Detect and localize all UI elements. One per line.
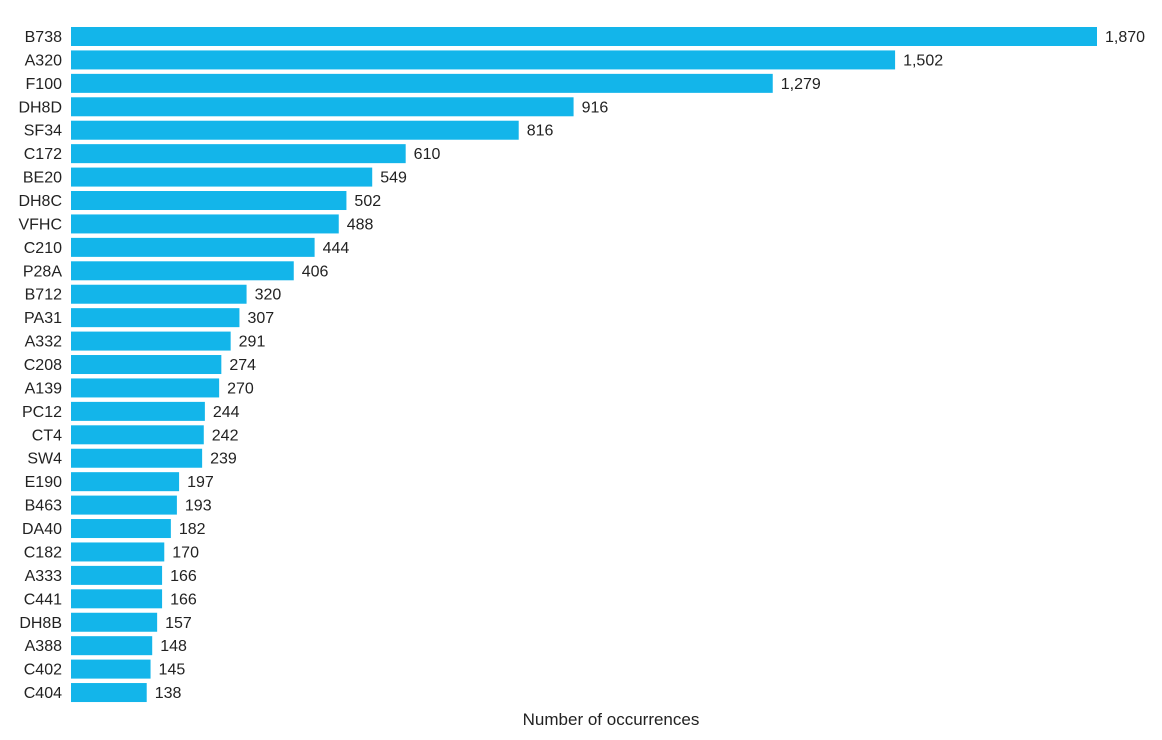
value-label: 320 <box>255 287 282 304</box>
bar-c172 <box>71 144 406 164</box>
bar-a333 <box>71 565 163 585</box>
value-label: 148 <box>160 638 187 655</box>
bars-group: B738 1,870 A320 1,502 F100 1,279 DH8D 916 SF34 81… <box>18 27 1145 703</box>
category-label: A332 <box>25 334 62 351</box>
bar-f100 <box>71 73 773 93</box>
bar-b738 <box>71 27 1097 46</box>
bar-c404 <box>71 683 147 703</box>
category-label: C402 <box>24 662 62 679</box>
value-label: 444 <box>323 240 350 257</box>
value-label: 170 <box>172 544 199 561</box>
bar-da40 <box>71 519 171 539</box>
bar-b463 <box>71 495 177 515</box>
bar-c182 <box>71 542 165 562</box>
bar-a388 <box>71 636 153 656</box>
category-label: DH8B <box>19 615 62 632</box>
bar-be20 <box>71 167 373 187</box>
category-label: PC12 <box>22 404 62 421</box>
bar-c208 <box>71 355 222 375</box>
category-label: VFHC <box>18 216 62 233</box>
value-label: 291 <box>239 334 266 351</box>
bar-e190 <box>71 472 180 492</box>
category-label: C182 <box>24 544 62 561</box>
bar-ct4 <box>71 425 204 445</box>
bar-vfhc <box>71 214 339 234</box>
value-label: 193 <box>185 498 212 515</box>
category-label: PA31 <box>24 310 62 327</box>
category-label: C404 <box>24 685 62 702</box>
bar-a320 <box>71 50 896 70</box>
bar-b712 <box>71 284 247 304</box>
category-label: C210 <box>24 240 62 257</box>
value-label: 145 <box>159 662 186 679</box>
value-label: 549 <box>380 170 407 187</box>
category-label: A320 <box>25 52 62 69</box>
value-label: 244 <box>213 404 240 421</box>
value-label: 270 <box>227 380 254 397</box>
bar-dh8c <box>71 191 347 211</box>
value-label: 406 <box>302 263 329 280</box>
bar-a139 <box>71 378 220 398</box>
x-axis-title: Number of occurrences <box>523 710 700 729</box>
value-label: 166 <box>170 591 197 608</box>
category-label: E190 <box>25 474 62 491</box>
bar-pc12 <box>71 401 205 421</box>
bar-dh8d <box>71 97 574 117</box>
category-label: C208 <box>24 357 62 374</box>
value-label: 307 <box>247 310 274 327</box>
value-label: 1,279 <box>781 76 821 93</box>
value-label: 242 <box>212 427 239 444</box>
value-label: 1,870 <box>1105 29 1145 46</box>
category-label: B463 <box>25 498 62 515</box>
category-label: C441 <box>24 591 62 608</box>
value-label: 138 <box>155 685 182 702</box>
value-label: 166 <box>170 568 197 585</box>
bar-sf34 <box>71 120 519 140</box>
category-label: CT4 <box>32 427 62 444</box>
bar-c210 <box>71 237 315 257</box>
category-label: F100 <box>26 76 63 93</box>
value-label: 502 <box>354 193 381 210</box>
category-label: B738 <box>25 29 62 46</box>
value-label: 182 <box>179 521 206 538</box>
bar-p28a <box>71 261 294 281</box>
category-label: DA40 <box>22 521 62 538</box>
bar-sw4 <box>71 448 203 468</box>
value-label: 197 <box>187 474 214 491</box>
bar-a332 <box>71 331 231 351</box>
category-label: DH8D <box>18 99 62 116</box>
category-label: A388 <box>25 638 62 655</box>
value-label: 274 <box>229 357 256 374</box>
value-label: 816 <box>527 123 554 140</box>
value-label: 610 <box>414 146 441 163</box>
value-label: 157 <box>165 615 192 632</box>
category-label: SW4 <box>27 451 62 468</box>
category-label: A139 <box>25 380 62 397</box>
category-label: C172 <box>24 146 62 163</box>
value-label: 1,502 <box>903 52 943 69</box>
bar-pa31 <box>71 308 240 328</box>
category-label: P28A <box>23 263 62 280</box>
bar-c441 <box>71 589 163 609</box>
category-label: BE20 <box>23 170 62 187</box>
category-label: A333 <box>25 568 62 585</box>
bar-dh8b <box>71 612 158 632</box>
value-label: 916 <box>582 99 609 116</box>
category-label: SF34 <box>24 123 62 140</box>
category-label: DH8C <box>18 193 62 210</box>
value-label: 239 <box>210 451 237 468</box>
bar-c402 <box>71 659 151 679</box>
category-label: B712 <box>25 287 62 304</box>
value-label: 488 <box>347 216 374 233</box>
